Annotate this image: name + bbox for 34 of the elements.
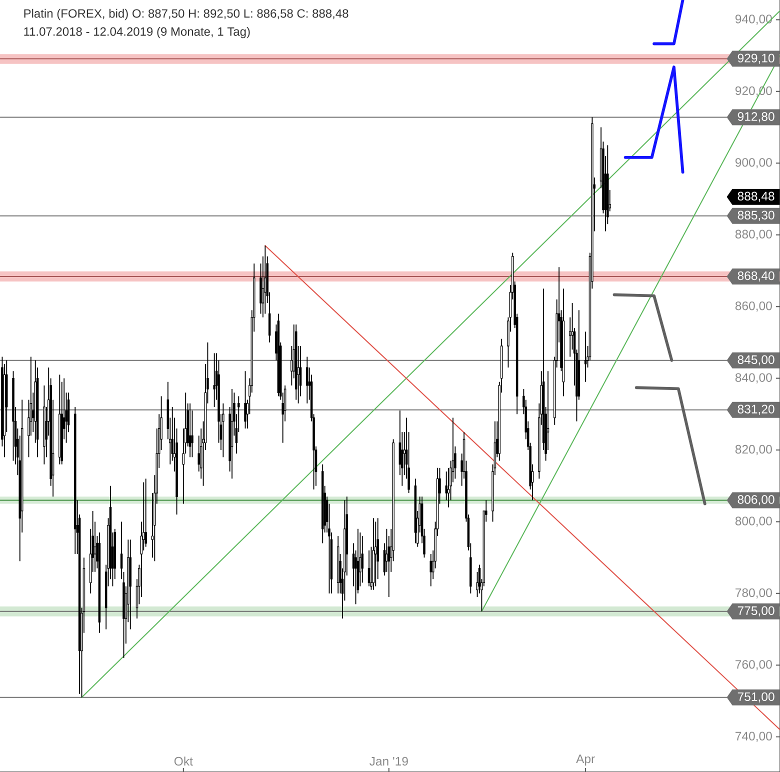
ref-line-label: 845,00 [738, 355, 774, 366]
candlestick [264, 245, 266, 314]
ref-line-label: 806,00 [738, 495, 774, 506]
text: 11.07.2018 - 12.04.2019 (9 Monate, 1 Tag) [24, 26, 250, 38]
candlestick [361, 536, 364, 584]
y-tick-label: 760,00 [736, 660, 772, 670]
x-tick-label: Okt [174, 756, 193, 766]
ref-line-label: 868,40 [738, 271, 774, 282]
x-tick-label: Jan '19 [370, 756, 408, 766]
candlestick [368, 550, 370, 587]
candlestick [584, 331, 587, 382]
candlestick [306, 356, 308, 404]
ref-line-label: 912,80 [738, 112, 774, 122]
y-tick-label: 780,00 [736, 588, 772, 598]
candlestick [213, 352, 216, 408]
y-tick-label: 800,00 [735, 516, 772, 527]
ref-line-label: 775,00 [738, 606, 774, 616]
ref-line-label: 885,30 [738, 210, 774, 221]
ref-line-label: 831,20 [738, 404, 774, 415]
annotation: 888,48 [738, 192, 774, 202]
y-tick-label: 840,00 [735, 373, 772, 384]
y-tick-label: 900,00 [735, 158, 772, 168]
y-tick-label: 860,00 [735, 302, 772, 312]
y-tick-label: 880,00 [735, 230, 772, 240]
ref-line-label: 929,10 [738, 54, 774, 64]
candlestick [244, 370, 246, 429]
x-tick-label: Apr [576, 754, 595, 766]
candlestick [374, 521, 377, 587]
ref-line-label: 751,00 [738, 692, 774, 702]
y-tick-label: 740,00 [736, 732, 772, 742]
candlestick [222, 402, 224, 458]
text: Platin (FOREX, bid) O: 887,50 H: 892,50 L: 886,58 C: 888,48 [24, 8, 348, 20]
y-tick-label: 820,00 [735, 444, 772, 456]
candlestick [144, 478, 147, 548]
